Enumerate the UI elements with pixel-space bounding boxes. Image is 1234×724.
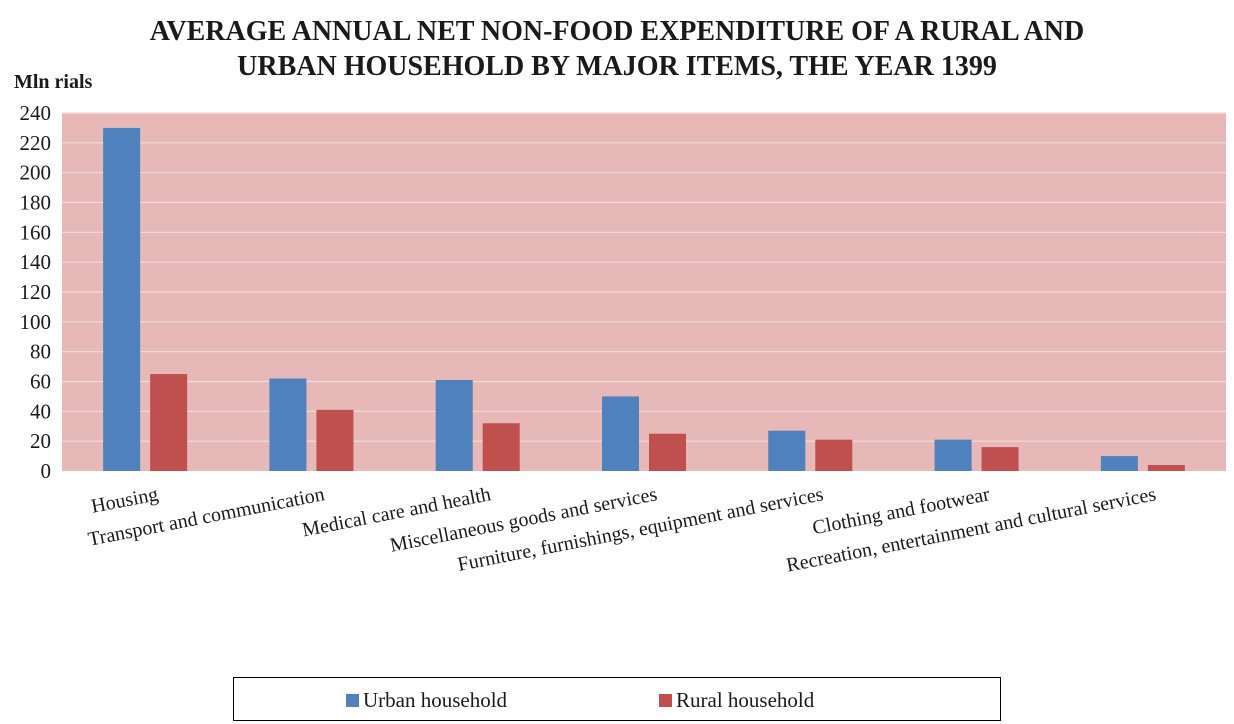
bar-urban-2 (435, 380, 473, 471)
chart-title-line-2: URBAN HOUSEHOLD BY MAJOR ITEMS, THE YEAR… (237, 51, 997, 82)
y-tick-label: 40 (30, 399, 51, 423)
bar-rural-5 (981, 447, 1019, 471)
legend-swatch-urban (346, 694, 359, 707)
y-tick-label: 220 (20, 131, 52, 155)
bar-rural-6 (1147, 465, 1185, 471)
legend-item-urban: Urban household (346, 688, 507, 713)
legend-label-rural: Rural household (676, 688, 815, 712)
y-tick-label: 180 (20, 191, 52, 215)
bar-rural-2 (482, 423, 520, 471)
bar-rural-0 (150, 374, 188, 471)
bar-urban-1 (269, 378, 307, 471)
bar-urban-3 (602, 396, 639, 471)
y-tick-label: 100 (20, 310, 52, 334)
x-category-label: Housing (89, 483, 160, 518)
y-tick-label: 160 (20, 220, 52, 244)
y-axis-label: Mln rials (14, 71, 93, 93)
y-tick-label: 60 (30, 370, 51, 394)
bar-rural-4 (815, 439, 853, 471)
legend: Urban household Rural household (233, 677, 1001, 721)
y-tick-label: 80 (30, 340, 51, 364)
legend-label-urban: Urban household (363, 688, 508, 712)
bar-urban-5 (934, 439, 972, 471)
y-tick-label: 120 (20, 280, 52, 304)
bar-urban-0 (103, 127, 141, 472)
y-tick-label: 240 (20, 101, 52, 125)
bar-urban-6 (1100, 456, 1138, 471)
y-tick-label: 20 (30, 429, 51, 453)
bar-urban-4 (768, 430, 806, 471)
bar-rural-3 (649, 433, 686, 471)
bar-rural-1 (316, 409, 354, 471)
legend-item-rural: Rural household (659, 688, 814, 713)
chart-title-line-1: AVERAGE ANNUAL NET NON-FOOD EXPENDITURE … (150, 16, 1085, 47)
y-tick-label: 200 (20, 161, 52, 185)
legend-swatch-rural (659, 694, 672, 707)
y-tick-label: 140 (20, 250, 52, 274)
y-tick-label: 0 (41, 459, 52, 483)
